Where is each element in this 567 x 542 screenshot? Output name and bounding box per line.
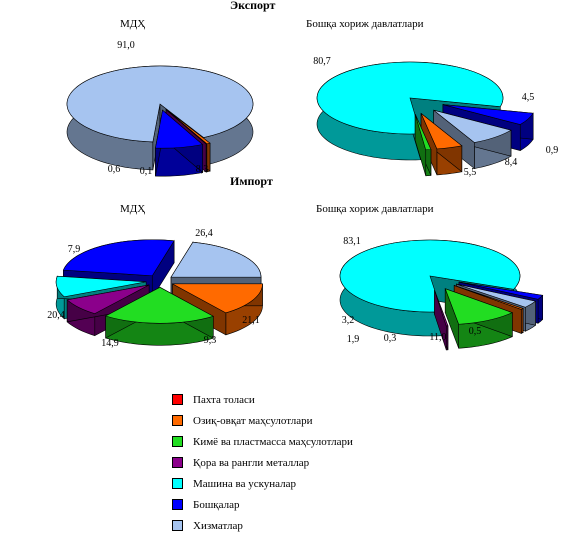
data-label-import-other-services: 3,2 — [342, 315, 355, 326]
data-label-import-cis-food: 14,9 — [101, 338, 119, 349]
pie-charts: 0,6 0,1 8,3 91,0 4,5 0,9 80,7 5,5 8,4 14,9 20,4 7,9… — [47, 40, 558, 351]
pie-slice-chemicals — [444, 288, 514, 349]
pie-slice-other — [155, 109, 204, 177]
legend-swatch — [172, 499, 183, 510]
data-label-export-cis-services: 91,0 — [117, 40, 135, 51]
legend-swatch — [172, 394, 183, 405]
pie-title-import-cis: МДҲ — [120, 203, 146, 215]
pie-slice-top — [444, 288, 514, 325]
pie-import-other: 0,5 11,0 0,3 83,1 1,9 3,2 — [339, 236, 544, 351]
pie-slice-services — [433, 109, 512, 170]
pie-slice-top — [66, 65, 254, 143]
data-label-import-cis-services: 21,1 — [242, 315, 260, 326]
pie-slice-chemicals — [414, 113, 432, 177]
data-label-import-cis-other: 26,4 — [195, 228, 213, 239]
legend-swatch — [172, 415, 183, 426]
pie-slice-top — [62, 239, 175, 277]
data-label-import-other-food: 0,5 — [469, 326, 482, 337]
data-label-export-cis-other: 8,3 — [196, 164, 209, 175]
data-label-export-cis-metals: 0,1 — [140, 166, 153, 177]
data-label-import-cis-metals: 7,9 — [68, 244, 81, 255]
legend-label: Озиқ-овқат маҳсулотлари — [193, 415, 313, 427]
legend-swatch — [172, 436, 183, 447]
pie-export-cis: 0,6 0,1 8,3 91,0 — [66, 40, 254, 177]
data-label-export-other-food: 4,5 — [522, 92, 535, 103]
pie-title-import-other: Бошқа хориж давлатлари — [316, 203, 434, 215]
legend-swatch — [172, 457, 183, 468]
pie-import-cis: 14,9 20,4 7,9 9,3 26,4 21,1 — [47, 228, 263, 349]
pie-slice-top — [420, 113, 463, 150]
legend-label: Хизматлар — [193, 520, 243, 532]
pie-slice-top — [66, 284, 150, 314]
pie-slice-top — [454, 285, 524, 310]
pie-export-other: 4,5 0,9 80,7 5,5 8,4 — [313, 56, 558, 178]
legend-swatch — [172, 478, 183, 489]
data-label-export-cis-food: 0,6 — [108, 164, 121, 175]
legend-label: Кимё ва пластмасса маҳсулотлари — [193, 436, 353, 448]
pie-slice-top — [155, 109, 204, 149]
pie-slice-top — [456, 283, 537, 308]
pie-slice-top — [316, 61, 504, 135]
pie-title-export-other: Бошқа хориж давлатлари — [306, 18, 424, 30]
pie-slice-chemicals — [104, 286, 215, 346]
data-label-import-other-chemicals: 11,0 — [429, 332, 446, 343]
data-label-export-other-services: 8,4 — [505, 157, 518, 168]
pie-slice-top — [55, 275, 147, 298]
legend-label: Қора ва рангли металлар — [193, 457, 310, 469]
data-label-export-other-machinery: 80,7 — [313, 56, 331, 67]
data-label-import-cis-chemicals: 20,4 — [47, 310, 65, 321]
pie-slice-top — [442, 104, 534, 125]
pie-slice-top — [458, 281, 544, 300]
data-label-import-other-metals: 0,3 — [384, 333, 397, 344]
pie-slice-top — [433, 109, 512, 143]
pie-slice-other — [62, 239, 175, 299]
data-label-import-other-machinery: 83,1 — [343, 236, 361, 247]
pie-slice-food — [420, 112, 463, 176]
legend-swatch — [172, 520, 183, 531]
data-label-import-cis-machinery: 9,3 — [204, 335, 217, 346]
legend-label: Бошқалар — [193, 499, 240, 511]
pie-slice-metals — [434, 290, 449, 351]
pie-slice-top — [434, 290, 449, 327]
pie-slice-top — [172, 283, 263, 314]
legend-label: Машина ва ускуналар — [193, 478, 297, 490]
pie-slice-top — [170, 241, 262, 278]
legend-label: Пахта толаси — [193, 394, 255, 406]
pie-slice-top — [414, 113, 432, 151]
pie-slice-top — [165, 109, 208, 145]
data-label-import-other-other: 1,9 — [347, 334, 360, 345]
import-heading: Импорт — [230, 174, 273, 188]
data-label-export-other-chemicals: 0,9 — [546, 145, 559, 156]
export-heading: Экспорт — [230, 0, 276, 12]
pie-title-export-cis: МДҲ — [120, 18, 146, 30]
data-label-export-other-other: 5,5 — [464, 167, 477, 178]
pie-slice-top — [339, 239, 521, 313]
pie-slice-top — [104, 286, 215, 324]
